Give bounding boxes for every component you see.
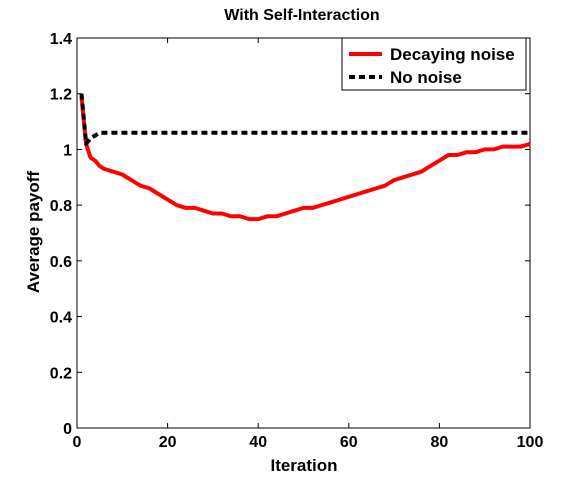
y-tick-label: 1 (63, 142, 72, 159)
series-line-no-noise (79, 93, 530, 146)
y-axis-label: Average payoff (24, 171, 43, 294)
y-tick-label: 1.4 (50, 31, 72, 48)
x-tick-label: 60 (340, 434, 358, 451)
x-tick-label: 20 (159, 434, 177, 451)
y-axis-ticks: 0 0.2 0.4 0.6 0.8 1 1.2 1.4 (50, 31, 530, 438)
chart-title: With Self-Interaction (224, 7, 379, 24)
legend: Decaying noise No noise (341, 37, 527, 91)
y-tick-label: 0 (63, 421, 72, 438)
x-axis-label: Iteration (270, 456, 337, 475)
plot-area: 0 20 40 60 80 100 0 0.2 0.4 0.6 0.8 1 1.2 1.4 (50, 31, 544, 451)
x-tick-label: 80 (431, 434, 449, 451)
y-tick-label: 0.8 (50, 198, 72, 215)
axes-box (76, 37, 531, 429)
y-tick-label: 1.2 (50, 87, 72, 104)
legend-label-no-noise: No noise (390, 68, 462, 87)
x-tick-label: 100 (517, 434, 544, 451)
y-tick-label: 0.4 (50, 310, 72, 327)
y-tick-label: 0.2 (50, 365, 72, 382)
x-axis-ticks: 0 20 40 60 80 100 (73, 38, 544, 451)
legend-box (341, 37, 527, 91)
legend-label-decaying-noise: Decaying noise (390, 45, 515, 64)
x-tick-label: 0 (73, 434, 82, 451)
series-layer (79, 93, 531, 222)
series-line-decaying-noise (79, 96, 531, 222)
y-tick-label: 0.6 (50, 254, 72, 271)
x-tick-label: 40 (249, 434, 267, 451)
